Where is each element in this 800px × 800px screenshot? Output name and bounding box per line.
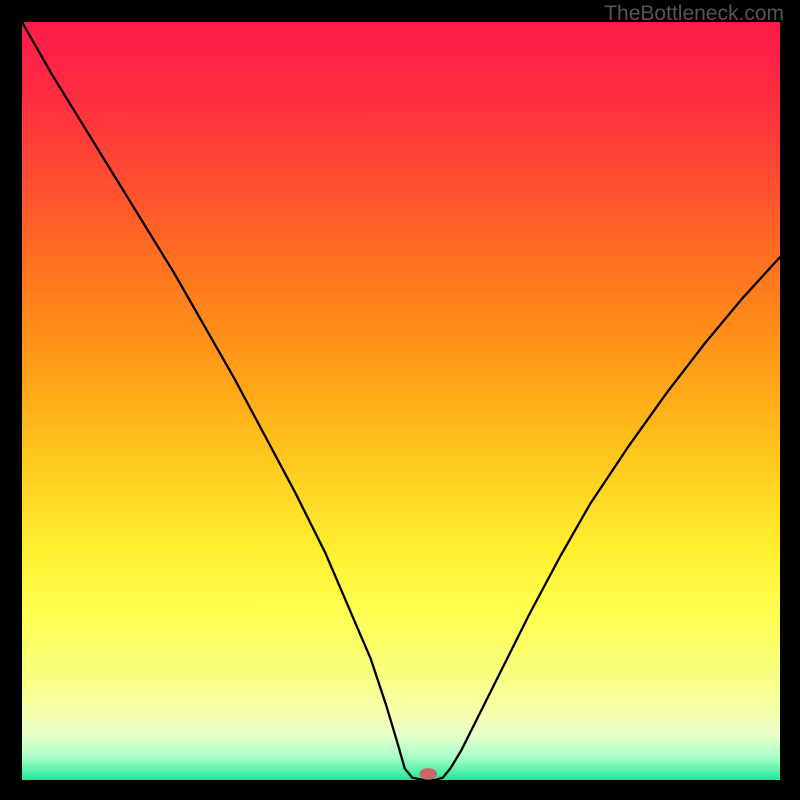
current-point-marker bbox=[420, 769, 437, 780]
bottleneck-chart bbox=[22, 22, 780, 780]
chart-background bbox=[22, 22, 780, 780]
